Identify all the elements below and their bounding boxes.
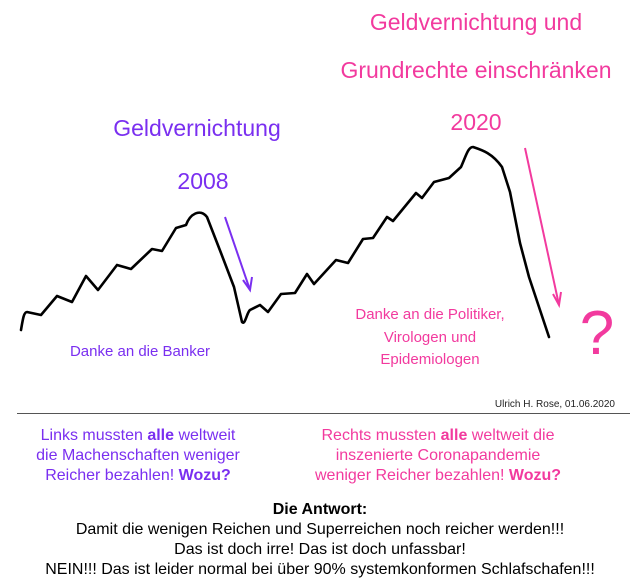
right-thanks-3: Epidemiologen [380, 351, 480, 368]
right-text-line1: Rechts mussten alle weltweit die [321, 427, 555, 444]
answer-line: Das ist doch irre! Das ist doch unfassba… [174, 541, 466, 558]
credit: Ulrich H. Rose, 01.06.2020 [494, 399, 615, 410]
right-title-line2: Grundrechte einschränken [340, 57, 612, 83]
answer-block: Die Antwort: Damit die wenigen Reichen u… [45, 500, 595, 580]
left-question-block: Links mussten alle weltweit die Machensc… [36, 426, 240, 486]
market-curve [19, 145, 551, 339]
arrow-2020 [524, 147, 562, 309]
right-text-line3: weniger Reicher bezahlen! Wozu? [314, 467, 562, 484]
question-mark: ? [579, 299, 615, 368]
left-text-line2: die Machenschaften weniger [36, 447, 240, 464]
answer-line: NEIN!!! Das ist leider normal bei über 9… [45, 561, 595, 578]
right-thanks-2: Virologen und [383, 329, 477, 346]
right-title-line1: Geldvernichtung und [369, 9, 583, 35]
divider [17, 413, 630, 414]
right-year: 2020 [450, 109, 502, 135]
right-text-line2: inszenierte Coronapandemie [335, 447, 541, 464]
left-text-line1: Links mussten alle weltweit [40, 427, 236, 444]
left-thanks: Danke an die Banker [69, 343, 211, 360]
answer-line: Damit die wenigen Reichen und Superreich… [75, 521, 565, 538]
right-thanks-1: Danke an die Politiker, [355, 306, 505, 323]
answer-heading: Die Antwort: [272, 501, 368, 518]
left-year: 2008 [177, 168, 229, 194]
right-question-block: Rechts mussten alle weltweit die inszeni… [315, 426, 561, 486]
arrow-2008 [224, 216, 253, 293]
left-title: Geldvernichtung [113, 115, 281, 141]
left-text-line3: Reicher bezahlen! Wozu? [45, 467, 231, 484]
